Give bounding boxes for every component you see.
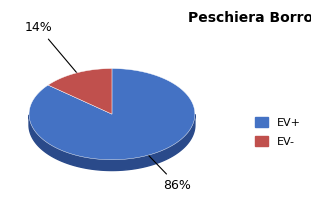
Legend: EV+, EV-: EV+, EV- [250, 112, 305, 152]
Text: 86%: 86% [139, 145, 191, 192]
Polygon shape [29, 114, 195, 170]
Polygon shape [29, 69, 195, 160]
Text: Peschiera Borromeo: Peschiera Borromeo [188, 11, 311, 25]
Text: 14%: 14% [25, 21, 89, 87]
Polygon shape [48, 69, 112, 114]
